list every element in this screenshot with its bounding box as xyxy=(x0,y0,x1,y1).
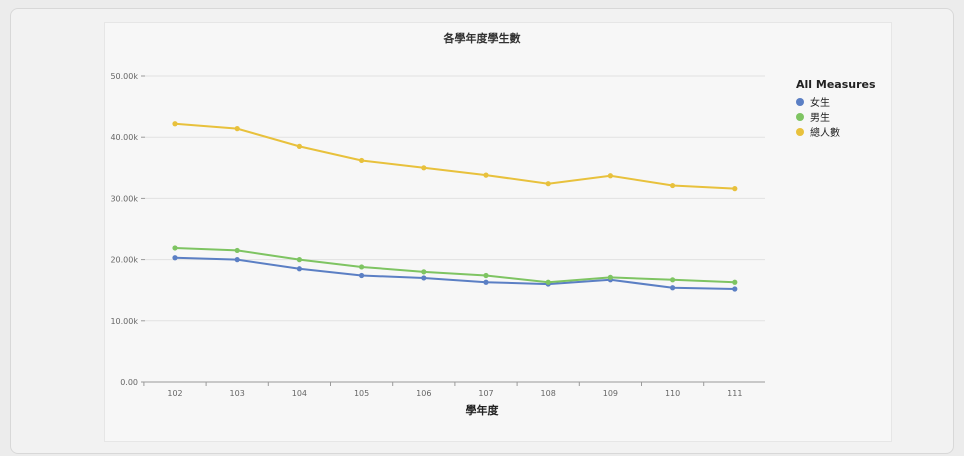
series-line xyxy=(174,122,735,190)
series-line xyxy=(174,256,735,290)
x-tick-label: 108 xyxy=(541,389,556,398)
data-point xyxy=(732,286,738,292)
legend-title: All Measures xyxy=(796,78,876,91)
x-tick-label: 105 xyxy=(354,389,369,398)
legend-swatch xyxy=(796,112,804,121)
legend-label: 總人數 xyxy=(810,128,840,139)
y-tick-label: 0.00 xyxy=(120,378,138,387)
x-tick-label: 111 xyxy=(727,389,742,398)
data-point xyxy=(670,285,676,291)
legend-swatch xyxy=(796,127,804,136)
plot-area xyxy=(104,22,892,442)
legend: All Measures 女生男生總人數 xyxy=(796,78,876,139)
x-tick-label: 110 xyxy=(665,389,680,398)
chart-title: 各學年度學生數 xyxy=(443,32,521,45)
x-tick-label: 107 xyxy=(478,389,493,398)
data-point xyxy=(234,257,240,263)
data-point xyxy=(296,266,302,272)
data-point xyxy=(545,279,551,285)
data-point xyxy=(607,173,614,179)
data-point xyxy=(607,274,614,280)
grid-lines xyxy=(145,75,765,383)
legend-label: 女生 xyxy=(810,98,830,109)
y-axis: 0.00 10.00k 20.00k 30.00k 40.00k 50.00k xyxy=(110,72,145,387)
y-tick-label: 50.00k xyxy=(110,72,138,81)
data-point xyxy=(421,275,427,281)
data-point xyxy=(359,157,365,164)
legend-swatch xyxy=(796,97,804,106)
y-tick-label: 20.00k xyxy=(110,256,138,265)
y-tick-label: 40.00k xyxy=(110,133,138,142)
y-tick-label: 10.00k xyxy=(110,317,138,326)
data-point xyxy=(545,181,551,187)
data-point xyxy=(296,257,302,263)
data-point xyxy=(732,186,738,192)
data-point xyxy=(234,126,240,132)
x-axis-title: 學年度 xyxy=(465,404,499,417)
x-axis: 102 103 104 105 106 107 108 109 110 111 xyxy=(143,382,742,398)
x-tick-label: 103 xyxy=(230,389,245,398)
data-point xyxy=(172,245,178,251)
data-point xyxy=(421,165,427,171)
legend-label: 男生 xyxy=(810,113,830,124)
data-point xyxy=(359,264,365,270)
x-tick-label: 109 xyxy=(603,389,618,398)
y-tick-label: 30.00k xyxy=(110,194,138,203)
x-tick-label: 104 xyxy=(292,389,307,398)
series-group xyxy=(172,121,738,292)
data-point xyxy=(421,269,427,275)
data-point xyxy=(670,277,676,283)
data-point xyxy=(359,272,365,279)
legend-item[interactable]: 女生 xyxy=(796,94,876,109)
data-point xyxy=(296,143,302,149)
data-point xyxy=(172,255,178,261)
data-point xyxy=(483,172,489,178)
data-point xyxy=(732,279,738,285)
x-tick-label: 106 xyxy=(416,389,431,398)
legend-item[interactable]: 總人數 xyxy=(796,124,876,139)
data-point xyxy=(234,247,240,254)
chart-container xyxy=(10,8,954,454)
x-tick-label: 102 xyxy=(167,389,182,398)
legend-item[interactable]: 男生 xyxy=(796,109,876,124)
series-line xyxy=(174,246,735,284)
data-point xyxy=(670,182,676,189)
data-point xyxy=(483,279,489,285)
data-point xyxy=(172,121,178,127)
data-point xyxy=(483,272,489,279)
